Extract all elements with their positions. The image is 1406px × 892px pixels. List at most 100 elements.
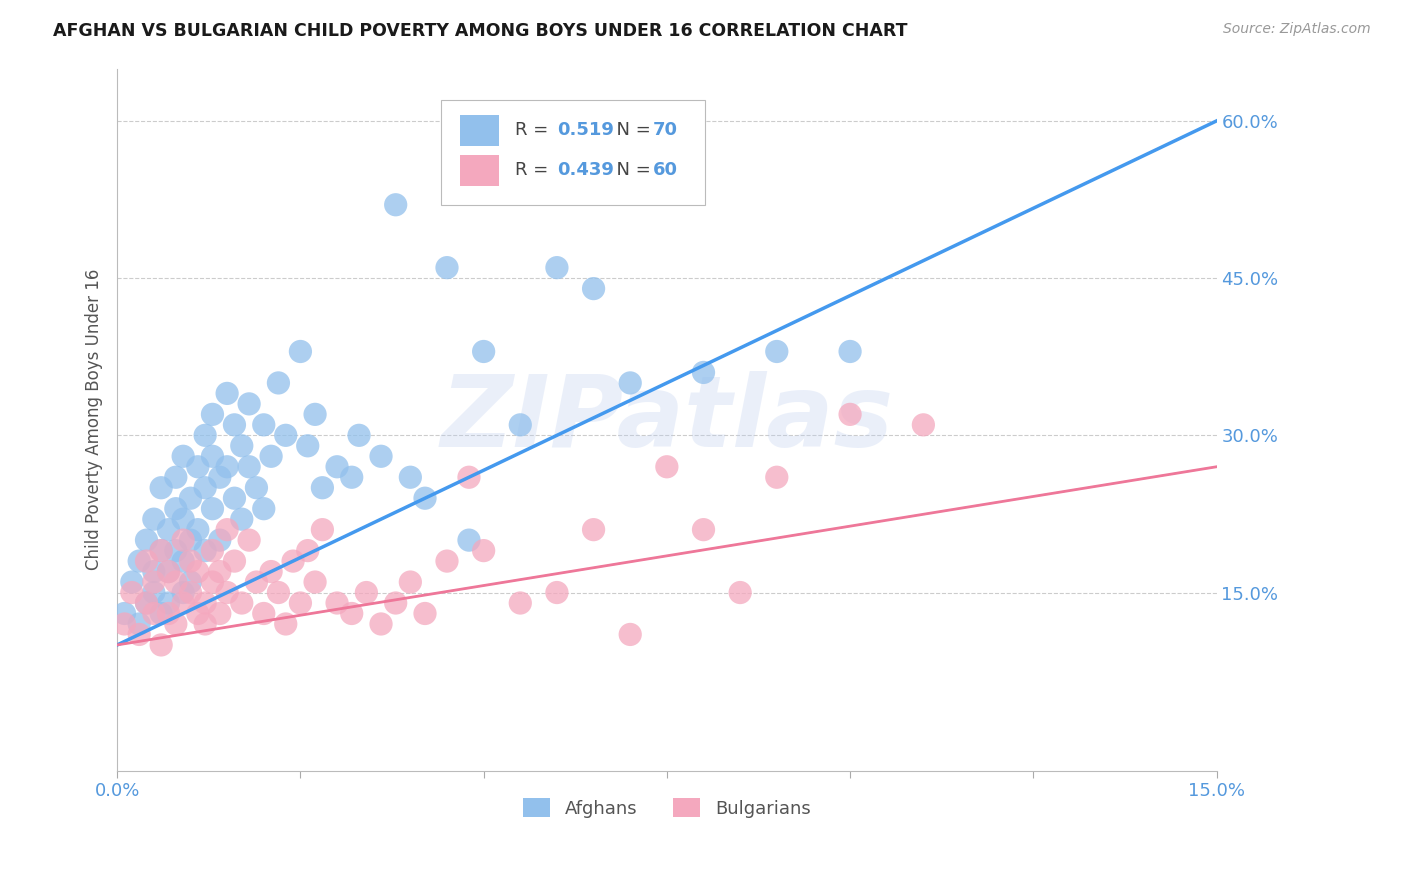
Point — [217, 523, 239, 537]
Point — [370, 450, 392, 464]
Point — [238, 533, 260, 548]
Point — [311, 481, 333, 495]
Point — [172, 585, 194, 599]
Point — [179, 585, 201, 599]
Point — [245, 575, 267, 590]
Point — [142, 607, 165, 621]
FancyBboxPatch shape — [460, 154, 499, 186]
Point — [172, 533, 194, 548]
Point — [231, 596, 253, 610]
Point — [157, 607, 180, 621]
Text: 60: 60 — [652, 161, 678, 179]
Point — [150, 638, 173, 652]
Point — [224, 491, 246, 506]
Point — [231, 512, 253, 526]
Point — [172, 512, 194, 526]
Point — [128, 617, 150, 632]
Point — [399, 470, 422, 484]
Point — [436, 260, 458, 275]
Point — [208, 607, 231, 621]
Point — [326, 459, 349, 474]
Point — [208, 565, 231, 579]
Point — [165, 617, 187, 632]
Point — [692, 366, 714, 380]
Point — [135, 554, 157, 568]
Point — [326, 596, 349, 610]
Point — [260, 565, 283, 579]
Point — [839, 408, 862, 422]
Point — [172, 596, 194, 610]
Text: 0.439: 0.439 — [557, 161, 614, 179]
Point — [150, 543, 173, 558]
Point — [340, 607, 363, 621]
Point — [619, 627, 641, 641]
Point — [172, 554, 194, 568]
Point — [582, 282, 605, 296]
Point — [546, 585, 568, 599]
Point — [135, 596, 157, 610]
Point — [290, 596, 312, 610]
Point — [224, 554, 246, 568]
Text: R =: R = — [515, 161, 554, 179]
Point — [194, 596, 217, 610]
Point — [238, 397, 260, 411]
Point — [839, 344, 862, 359]
Legend: Afghans, Bulgarians: Afghans, Bulgarians — [516, 791, 818, 825]
Point — [231, 439, 253, 453]
Point — [370, 617, 392, 632]
Point — [384, 596, 406, 610]
Point — [655, 459, 678, 474]
Point — [165, 575, 187, 590]
Point — [765, 344, 787, 359]
Point — [267, 376, 290, 390]
Point — [201, 543, 224, 558]
Point — [157, 523, 180, 537]
Point — [157, 565, 180, 579]
Point — [194, 481, 217, 495]
Point — [274, 617, 297, 632]
Point — [238, 459, 260, 474]
Point — [128, 554, 150, 568]
Point — [384, 198, 406, 212]
Text: AFGHAN VS BULGARIAN CHILD POVERTY AMONG BOYS UNDER 16 CORRELATION CHART: AFGHAN VS BULGARIAN CHILD POVERTY AMONG … — [53, 22, 908, 40]
Point — [142, 585, 165, 599]
Point — [150, 607, 173, 621]
Point — [472, 543, 495, 558]
Point — [458, 533, 481, 548]
Point — [297, 543, 319, 558]
Point — [157, 596, 180, 610]
Point — [179, 575, 201, 590]
Y-axis label: Child Poverty Among Boys Under 16: Child Poverty Among Boys Under 16 — [86, 268, 103, 570]
Point — [413, 491, 436, 506]
Point — [194, 428, 217, 442]
Point — [142, 575, 165, 590]
Point — [172, 450, 194, 464]
FancyBboxPatch shape — [460, 114, 499, 146]
Point — [274, 428, 297, 442]
Point — [201, 501, 224, 516]
Point — [165, 501, 187, 516]
Point — [765, 470, 787, 484]
Point — [217, 585, 239, 599]
Point — [150, 481, 173, 495]
Point — [121, 585, 143, 599]
Point — [142, 512, 165, 526]
Text: N =: N = — [606, 121, 657, 139]
Point — [260, 450, 283, 464]
Point — [217, 386, 239, 401]
Point — [356, 585, 378, 599]
Point — [413, 607, 436, 621]
Point — [253, 607, 276, 621]
Point — [157, 565, 180, 579]
Point — [304, 408, 326, 422]
Point — [912, 417, 935, 432]
Point — [114, 617, 136, 632]
Point — [121, 575, 143, 590]
Point — [194, 617, 217, 632]
Point — [692, 523, 714, 537]
Point — [114, 607, 136, 621]
Point — [290, 344, 312, 359]
Point — [128, 627, 150, 641]
Text: N =: N = — [606, 161, 657, 179]
Point — [245, 481, 267, 495]
